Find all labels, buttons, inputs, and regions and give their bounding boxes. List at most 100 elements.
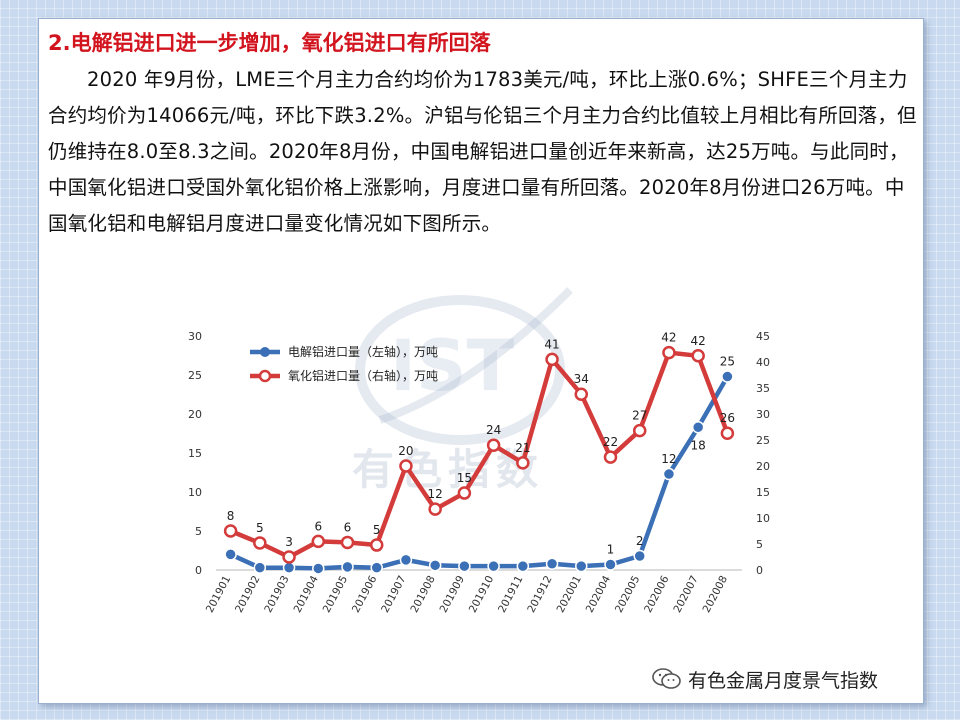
alumina-data-point xyxy=(311,534,326,549)
aluminum-data-point xyxy=(428,559,442,572)
alumina-data-label: 6 xyxy=(314,519,322,533)
alumina-data-point xyxy=(428,502,442,516)
alumina-data-label: 22 xyxy=(603,435,618,449)
alumina-data-point xyxy=(223,524,238,538)
y-left-tick-label: 30 xyxy=(188,330,202,343)
aluminum-data-point xyxy=(633,549,646,563)
y-left-tick-label: 25 xyxy=(188,369,202,382)
aluminum-data-point xyxy=(691,421,705,434)
x-tick-label: 202008 xyxy=(701,574,730,615)
alumina-data-label: 42 xyxy=(661,331,676,345)
y-right-tick-label: 15 xyxy=(756,486,770,499)
brand-label: 有色金属月度景气指数 xyxy=(688,669,879,692)
wechat-icon xyxy=(652,668,681,689)
y-right-tick-label: 10 xyxy=(756,512,770,525)
legend-aluminum-label: 电解铝进口量（左轴），万吨 xyxy=(288,344,438,359)
x-tick-label: 201912 xyxy=(525,574,554,615)
alumina-data-label: 34 xyxy=(574,372,589,386)
alumina-data-label: 21 xyxy=(515,441,530,455)
aluminum-data-point xyxy=(604,558,617,571)
alumina-data-label: 15 xyxy=(457,471,472,485)
alumina-data-label: 8 xyxy=(227,509,235,523)
x-tick-label: 202001 xyxy=(555,574,584,615)
aluminum-data-point xyxy=(516,559,530,573)
aluminum-data-label: 1 xyxy=(607,543,615,557)
x-tick-label: 202004 xyxy=(584,574,614,615)
y-right-tick-label: 35 xyxy=(756,382,770,395)
y-left-tick-label: 20 xyxy=(188,408,202,421)
aluminum-data-label: 2 xyxy=(636,534,644,548)
alumina-data-point xyxy=(369,538,384,552)
y-right-tick-label: 25 xyxy=(756,434,770,447)
x-tick-label: 201911 xyxy=(496,574,525,615)
y-left-tick-label: 15 xyxy=(188,447,202,460)
alumina-data-point xyxy=(574,387,589,401)
aluminum-data-point xyxy=(458,559,471,573)
aluminum-data-point xyxy=(545,557,559,571)
alumina-data-point xyxy=(545,352,559,367)
x-tick-label: 201910 xyxy=(467,574,496,615)
alumina-data-label: 26 xyxy=(720,411,735,425)
x-tick-label: 201909 xyxy=(438,574,467,615)
y-right-tick-label: 20 xyxy=(756,460,770,473)
aluminum-data-point xyxy=(312,562,325,575)
y-right-tick-label: 40 xyxy=(756,356,770,369)
legend-alumina-marker xyxy=(258,369,272,383)
aluminum-data-point xyxy=(487,559,500,573)
alumina-data-point xyxy=(720,426,735,440)
alumina-data-point xyxy=(516,456,530,470)
aluminum-data-point xyxy=(282,561,296,574)
x-tick-label: 201905 xyxy=(321,574,350,615)
legend-aluminum-marker xyxy=(260,347,270,357)
alumina-data-label: 20 xyxy=(398,444,413,458)
alumina-data-label: 3 xyxy=(285,535,293,549)
x-tick-label: 201902 xyxy=(233,574,262,615)
aluminum-data-point xyxy=(341,560,354,574)
x-tick-label: 202007 xyxy=(671,574,700,615)
alumina-data-label: 27 xyxy=(632,409,647,423)
aluminum-data-label: 18 xyxy=(691,438,706,452)
alumina-data-point xyxy=(457,486,472,500)
aluminum-data-point xyxy=(224,548,237,561)
x-tick-label: 201904 xyxy=(292,574,322,615)
alumina-data-label: 5 xyxy=(373,523,381,537)
alumina-data-label: 42 xyxy=(691,334,706,348)
alumina-data-point xyxy=(253,536,267,550)
x-tick-label: 201901 xyxy=(204,574,233,615)
y-left-tick-label: 5 xyxy=(195,525,202,538)
x-tick-label: 201907 xyxy=(379,574,408,615)
y-left-tick-label: 0 xyxy=(195,564,202,577)
x-tick-label: 202005 xyxy=(613,574,642,615)
aluminum-data-label: 25 xyxy=(720,355,735,369)
alumina-data-label: 24 xyxy=(486,423,501,437)
alumina-data-point xyxy=(486,438,501,452)
alumina-data-label: 12 xyxy=(428,487,443,501)
aluminum-data-point xyxy=(575,559,588,573)
y-right-tick-label: 0 xyxy=(756,564,763,577)
y-right-tick-label: 30 xyxy=(756,408,770,421)
y-left-tick-label: 10 xyxy=(188,486,202,499)
y-right-tick-label: 45 xyxy=(756,330,770,343)
alumina-data-point xyxy=(340,535,355,550)
aluminum-data-point xyxy=(399,553,413,567)
footer-brand: 有色金属月度景气指数 xyxy=(652,664,878,694)
y-right-tick-label: 5 xyxy=(756,538,763,551)
body-paragraph: 2020 年9月份，LME三个月主力合约均价为1783美元/吨，环比上涨0.6%… xyxy=(48,68,917,235)
alumina-data-label: 6 xyxy=(344,520,352,534)
alumina-data-point xyxy=(662,345,676,360)
x-tick-label: 201903 xyxy=(262,574,291,615)
alumina-series-line xyxy=(228,350,730,560)
aluminum-data-point xyxy=(662,467,676,481)
x-tick-label: 201908 xyxy=(408,574,437,615)
x-tick-label: 201906 xyxy=(350,574,380,615)
alumina-data-point xyxy=(691,349,705,363)
watermark-logo-icon: IST xyxy=(355,287,573,445)
alumina-data-label: 41 xyxy=(544,337,559,351)
x-tick-label: 202006 xyxy=(642,574,672,615)
aluminum-data-label: 12 xyxy=(661,452,676,466)
aluminum-data-point xyxy=(253,561,267,574)
aluminum-data-point xyxy=(370,561,383,574)
alumina-data-point xyxy=(603,450,618,464)
alumina-data-point xyxy=(632,423,647,438)
